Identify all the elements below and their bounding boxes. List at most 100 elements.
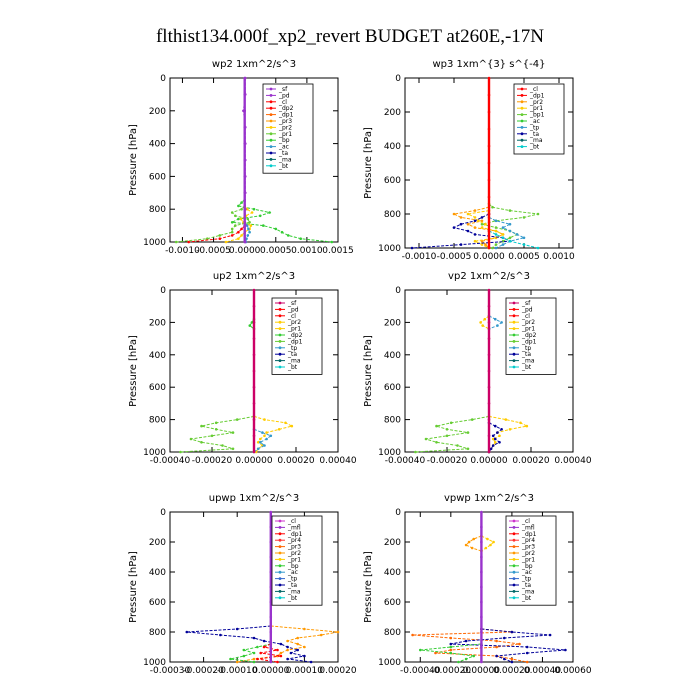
data-point [200, 424, 203, 428]
data-point [466, 431, 470, 434]
data-point [472, 537, 476, 541]
data-point [491, 444, 495, 447]
data-point [240, 207, 243, 211]
legend-label: _ta [287, 582, 297, 589]
data-point [245, 224, 249, 227]
legend-marker [269, 119, 273, 123]
x-tick-label: 0.00020 [319, 666, 356, 676]
data-point [515, 233, 519, 236]
data-point [210, 434, 214, 438]
data-point [494, 437, 497, 441]
data-point [487, 304, 491, 308]
series-line-tp [488, 315, 503, 330]
legend-label: _dp1 [521, 531, 537, 538]
y-tick-label: 200 [384, 108, 401, 118]
series-line-pr2 [253, 415, 294, 453]
chart-panel-4: vp2 1xm^2/s^3 Pressure [hPa] 0 200 400 600 800… [363, 271, 592, 466]
data-point [536, 212, 540, 216]
data-point [237, 237, 240, 240]
data-point [244, 93, 247, 96]
legend-label: _bt [529, 144, 540, 151]
data-point [518, 642, 521, 646]
data-point [473, 209, 477, 212]
legend-label: _tp [521, 576, 531, 583]
legend-marker [278, 333, 282, 337]
data-point [319, 633, 323, 637]
data-point [248, 324, 252, 327]
data-point [256, 447, 260, 451]
data-point [508, 236, 512, 240]
data-point [449, 636, 453, 640]
data-point [494, 243, 498, 246]
legend-label: _pr3 [278, 118, 292, 125]
y-tick-label: 1000 [378, 448, 401, 458]
x-tick-label: -0.00020 [431, 666, 472, 676]
legend-marker [278, 346, 282, 350]
legend-label: _pr1 [287, 326, 301, 333]
legend-label: _pd [521, 306, 533, 313]
data-point [259, 441, 262, 444]
data-point [445, 428, 449, 431]
legend-label: _dp1 [287, 338, 303, 345]
legend-label: _pr1 [521, 326, 535, 333]
legend-label: _cl [287, 313, 296, 320]
legend-marker [278, 551, 282, 555]
legend-label: _ma [529, 137, 543, 144]
legend-marker [520, 100, 524, 104]
legend-label: _ma [287, 588, 301, 595]
data-point [224, 240, 228, 244]
data-point [494, 226, 498, 229]
legend-label: _ac [529, 118, 540, 125]
y-tick-label: 800 [384, 210, 401, 220]
legend-label: _sf [521, 300, 531, 307]
data-point [252, 636, 256, 640]
data-point [244, 224, 247, 227]
legend-marker [269, 132, 273, 136]
x-tick-label: -0.00040 [150, 456, 191, 466]
x-tick-label: 0.00040 [524, 666, 561, 676]
y-tick-label: 600 [149, 172, 166, 182]
y-tick-label: 400 [149, 351, 166, 361]
y-tick-label: 0 [160, 508, 166, 518]
x-tick-label: 0.0000 [229, 246, 261, 256]
legend-marker [278, 583, 282, 587]
data-point [411, 633, 414, 637]
data-point [487, 402, 491, 405]
legend-marker [512, 314, 516, 318]
legend-marker [269, 100, 273, 104]
legend-label: _pr1 [278, 131, 292, 138]
x-tick-label: 0.00040 [319, 456, 356, 466]
legend-label: _pr1 [521, 556, 535, 563]
panel-title: wp2 1xm^2/s^3 [212, 59, 296, 70]
panel-title: wp3 1xm^{3} s^{-4} [432, 59, 545, 70]
data-point [480, 216, 484, 219]
chart-panel-3: up2 1xm^2/s^3 Pressure [hPa] 0 200 400 600 800… [128, 271, 357, 466]
data-point [252, 369, 256, 373]
data-point [494, 441, 497, 444]
data-point [510, 630, 514, 634]
data-point [480, 243, 484, 246]
legend-label: _dp2 [287, 332, 303, 339]
data-point [466, 222, 470, 226]
chart-panel-1: wp2 1xm^2/s^3 Pressure [hPa] 0 200 400 600 800… [128, 59, 354, 256]
data-point [296, 648, 300, 652]
data-point [498, 441, 501, 444]
series-line-dp1 [415, 415, 490, 453]
legend-marker [278, 365, 282, 369]
legend-label: _ma [521, 588, 535, 595]
data-point [290, 424, 294, 428]
data-point [235, 660, 239, 664]
plot-frame [404, 511, 574, 663]
legend-label: _mfl [521, 524, 535, 531]
data-point [262, 224, 265, 227]
data-point [237, 204, 240, 208]
data-point [435, 441, 438, 444]
x-tick-label: -0.0005 [196, 246, 231, 256]
legend-marker [512, 590, 516, 593]
data-point [414, 450, 417, 454]
legend-marker [278, 564, 282, 568]
legend-marker [278, 301, 282, 305]
data-point [494, 229, 498, 233]
y-tick-label: 600 [149, 383, 166, 393]
series-line-dp1 [180, 415, 255, 453]
